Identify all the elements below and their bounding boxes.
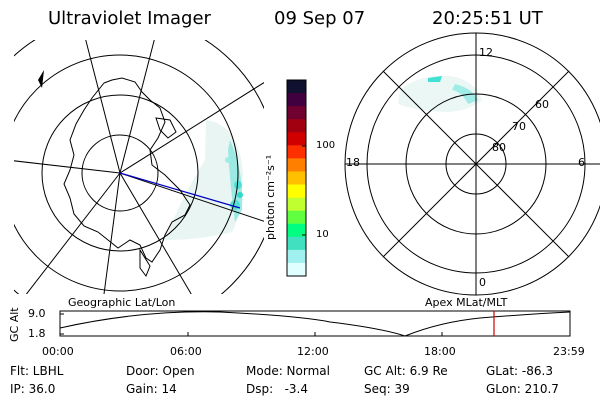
mlt-label-0: 0 xyxy=(479,276,486,289)
colorbar-band xyxy=(287,262,306,277)
colorbar-band xyxy=(287,223,306,238)
apex-label: Apex MLat/MLT xyxy=(425,296,508,309)
info-dsp: Dsp: -3.4 xyxy=(246,382,309,396)
timeline-axis-title: GC Alt xyxy=(8,307,21,342)
mlt-label-6: 6 xyxy=(578,156,585,169)
colorbar-band xyxy=(287,184,306,199)
info-filter: Flt: LBHL xyxy=(10,364,64,378)
info-gc-alt: GC Alt: 6.9 Re xyxy=(364,364,448,378)
altitude-curve xyxy=(59,311,571,337)
info-door: Door: Open xyxy=(126,364,195,378)
x-tick-2359: 23:59 xyxy=(553,345,585,358)
info-seq: Seq: 39 xyxy=(364,382,410,396)
colorbar-tick-10: 10 xyxy=(316,229,329,240)
date-label: 09 Sep 07 xyxy=(274,8,366,29)
lat-label-60: 60 xyxy=(535,98,549,111)
info-glon: GLon: 210.7 xyxy=(486,382,559,396)
colorbar-unit-label: photon cm⁻²s⁻¹ xyxy=(264,154,277,240)
x-tick-1200: 12:00 xyxy=(297,345,329,358)
colorbar-band xyxy=(287,210,306,225)
mlt-label-18: 18 xyxy=(346,156,360,169)
mlt-label-12: 12 xyxy=(479,46,493,59)
colorbar-band xyxy=(287,132,306,146)
colorbar xyxy=(286,79,307,277)
info-ip: IP: 36.0 xyxy=(10,382,56,396)
colorbar-band xyxy=(287,249,306,264)
lat-label-70: 70 xyxy=(512,120,526,133)
info-glat: GLat: -86.3 xyxy=(486,364,553,378)
app-title: Ultraviolet Imager xyxy=(48,8,211,29)
time-label: 20:25:51 UT xyxy=(432,8,543,29)
x-tick-0600: 06:00 xyxy=(170,345,202,358)
colorbar-frame xyxy=(286,79,307,277)
colorbar-band xyxy=(287,171,306,186)
coastline xyxy=(63,77,191,263)
timeline-panel xyxy=(59,310,571,337)
aurora-emission-right xyxy=(398,75,482,112)
colorbar-band xyxy=(287,80,306,94)
y-tick-top: 9.0 xyxy=(28,307,46,320)
x-tick-1800: 18:00 xyxy=(424,345,456,358)
colorbar-band xyxy=(287,236,306,251)
y-tick-bottom: 1.8 xyxy=(28,327,46,340)
aurora-emission-left xyxy=(165,120,243,240)
info-mode: Mode: Normal xyxy=(246,364,330,378)
geographic-map xyxy=(14,40,264,294)
colorbar-band xyxy=(287,158,306,172)
geographic-label: Geographic Lat/Lon xyxy=(68,296,176,309)
colorbar-band xyxy=(287,106,306,120)
colorbar-band xyxy=(287,145,306,159)
polar-mlt-plot xyxy=(344,32,600,296)
colorbar-tick-100: 100 xyxy=(316,140,336,151)
colorbar-band xyxy=(287,93,306,107)
colorbar-band xyxy=(287,119,306,133)
colorbar-band xyxy=(287,197,306,212)
lat-label-80: 80 xyxy=(492,141,506,154)
info-gain: Gain: 14 xyxy=(126,382,177,396)
x-tick-0000: 00:00 xyxy=(42,345,74,358)
